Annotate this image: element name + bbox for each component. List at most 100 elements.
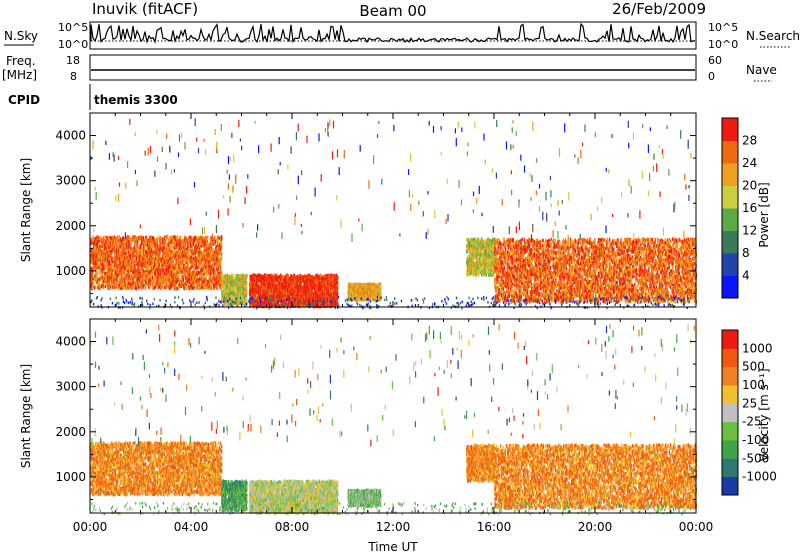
range-cell: [183, 253, 185, 258]
range-cell: [171, 256, 173, 260]
range-cell: [160, 243, 163, 247]
range-cell: [94, 253, 96, 257]
range-cell: [111, 259, 113, 263]
range-cell: [101, 276, 104, 280]
range-cell: [166, 277, 168, 281]
range-cell: [192, 257, 194, 261]
range-cell: [181, 242, 184, 247]
range-cell: [90, 269, 92, 274]
range-cell: [193, 276, 195, 281]
range-cell: [122, 257, 124, 261]
range-cell: [146, 279, 149, 284]
range-cell: [141, 239, 143, 243]
range-cell: [148, 280, 150, 285]
range-cell: [189, 269, 191, 274]
range-cell: [192, 270, 195, 275]
range-cell: [187, 272, 189, 277]
range-cell: [100, 259, 103, 263]
range-cell: [151, 274, 154, 278]
range-cell: [208, 277, 210, 281]
range-cell: [103, 270, 105, 274]
range-cell: [178, 246, 181, 250]
range-cell: [154, 243, 157, 247]
range-cell: [178, 269, 180, 273]
range-cell: [125, 255, 128, 260]
range-cell: [162, 260, 165, 265]
range-cell: [202, 275, 205, 279]
range-cell: [169, 236, 171, 240]
range-cell: [164, 265, 166, 269]
range-cell: [167, 242, 169, 247]
range-cell: [175, 286, 178, 291]
range-cell: [121, 260, 123, 264]
range-cell: [91, 278, 94, 282]
range-cell: [107, 261, 109, 265]
range-cell: [102, 252, 104, 256]
range-cell: [170, 268, 172, 273]
range-cell: [190, 286, 192, 291]
range-cell: [201, 236, 204, 240]
range-cell: [187, 252, 189, 257]
range-cell: [157, 276, 159, 280]
range-cell: [143, 255, 145, 259]
range-cell: [94, 274, 96, 278]
range-cell: [145, 280, 147, 284]
range-cell: [123, 256, 126, 261]
range-cell: [123, 243, 125, 247]
range-cell: [170, 261, 172, 266]
range-cell: [180, 281, 182, 285]
range-cell: [120, 245, 123, 249]
range-cell: [185, 271, 187, 275]
range-cell: [188, 269, 190, 274]
range-cell: [92, 265, 95, 270]
range-cell: [136, 273, 139, 278]
range-cell: [96, 246, 99, 250]
range-cell: [134, 240, 136, 244]
range-cell: [148, 267, 150, 271]
range-cell: [149, 283, 151, 288]
range-cell: [135, 257, 138, 261]
range-cell: [190, 244, 192, 249]
range-cell: [188, 257, 190, 262]
range-cell: [113, 245, 115, 249]
range-cell: [127, 267, 129, 271]
range-cell: [158, 262, 160, 267]
freq-tick-bottom: 8: [70, 70, 77, 83]
range-cell: [153, 286, 155, 290]
range-cell: [163, 275, 165, 280]
range-cell: [103, 285, 105, 289]
range-cell: [148, 263, 150, 267]
range-cell: [164, 261, 166, 265]
range-cell: [132, 283, 134, 287]
range-cell: [176, 262, 178, 266]
range-cell: [95, 276, 97, 281]
range-cell: [104, 239, 106, 243]
range-cell: [134, 286, 136, 290]
range-cell: [116, 251, 119, 255]
range-cell: [186, 264, 189, 268]
range-cell: [138, 236, 140, 241]
range-cell: [142, 254, 144, 258]
range-cell: [150, 255, 152, 260]
range-cell: [179, 269, 181, 273]
range-cell: [184, 255, 186, 259]
range-cell: [107, 264, 109, 268]
range-cell: [119, 276, 121, 280]
range-cell: [106, 241, 108, 246]
range-cell: [159, 248, 161, 252]
range-cell: [91, 285, 93, 289]
range-cell: [185, 266, 187, 270]
range-cell: [173, 256, 175, 261]
range-cell: [120, 286, 122, 291]
nave-tick-top: 60: [708, 54, 722, 67]
range-cell: [96, 271, 99, 276]
range-cell: [187, 263, 189, 268]
range-cell: [175, 235, 178, 240]
range-cell: [134, 263, 136, 267]
range-cell: [192, 286, 194, 290]
range-cell: [160, 267, 163, 271]
range-cell: [91, 270, 94, 275]
range-cell: [141, 235, 144, 240]
range-cell: [191, 258, 193, 262]
range-cell: [245, 293, 248, 298]
